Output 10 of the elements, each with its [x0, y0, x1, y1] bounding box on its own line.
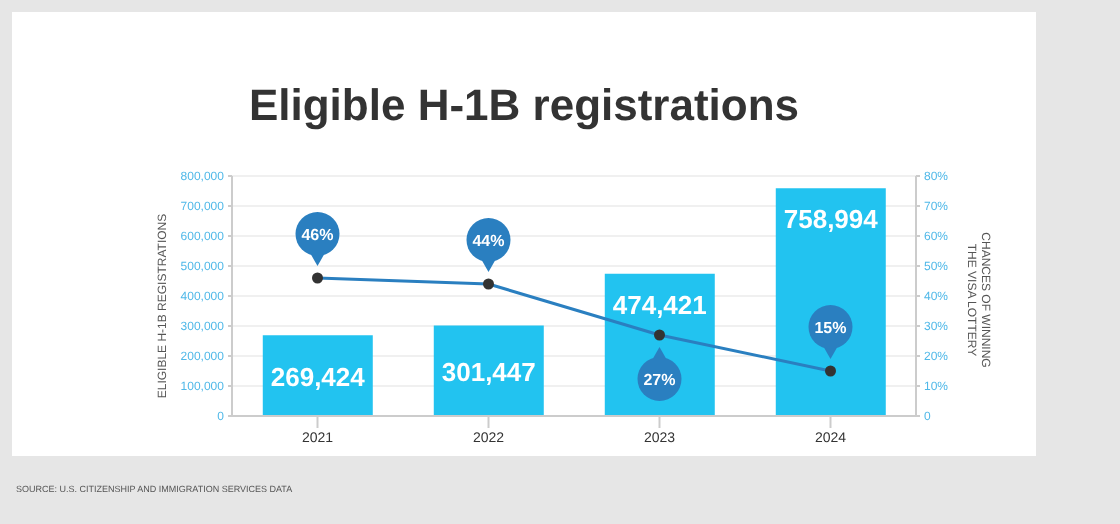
data-label: 27%	[643, 371, 676, 389]
chart-title: Eligible H-1B registrations	[246, 80, 802, 132]
bar	[775, 188, 886, 416]
data-label: 758,994	[783, 204, 880, 235]
data-label: 15%	[814, 319, 847, 337]
data-label: 301,447	[441, 356, 536, 387]
data-label: 269,424	[270, 361, 367, 392]
data-label: 46%	[301, 226, 334, 244]
data-label: 44%	[472, 232, 505, 250]
data-label: 474,421	[612, 289, 707, 320]
